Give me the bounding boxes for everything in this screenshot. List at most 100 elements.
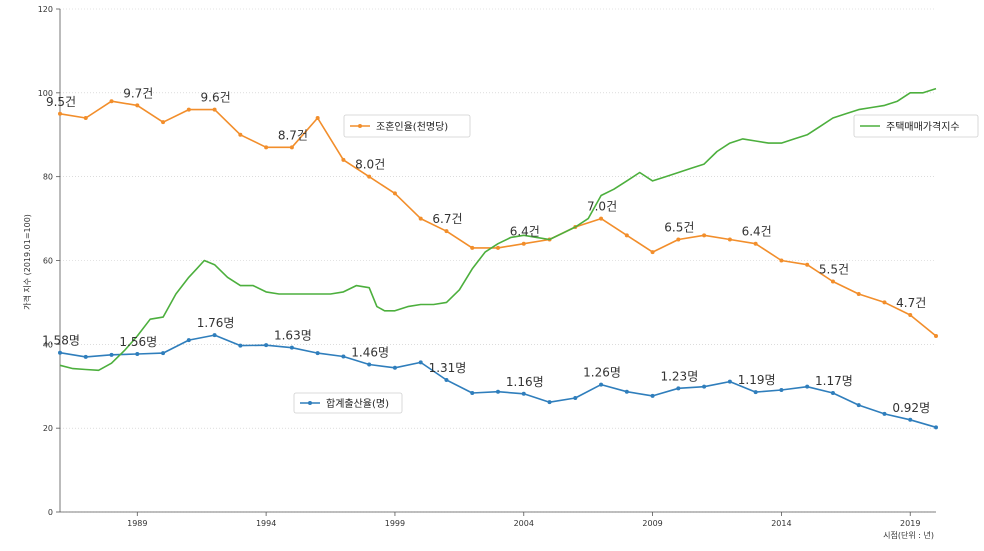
legend-box: 합계출산율(명) [293,392,403,414]
data-point [315,115,320,120]
data-point [470,390,475,395]
data-point [444,229,449,234]
data-point [805,384,810,389]
y-tick-label: 40 [43,340,53,349]
data-point [934,333,938,338]
data-point [264,343,269,348]
data-point [109,99,114,104]
data-point [934,425,938,430]
data-point [58,111,62,116]
data-point [856,292,861,297]
y-tick-label: 120 [38,5,53,14]
data-label: 1.56명 [119,335,157,349]
data-point [830,279,835,284]
legend-marker [308,401,312,405]
data-point [444,377,449,382]
data-point [315,351,320,356]
data-point [109,352,114,357]
data-label: 9.7건 [123,86,153,100]
y-tick-label: 60 [43,257,53,266]
data-point [856,403,861,408]
data-label: 1.23명 [660,369,698,383]
data-point [58,350,62,355]
legend-marker [358,124,362,128]
data-point [908,312,913,317]
x-tick-label: 1999 [385,519,405,528]
data-label: 5.5건 [819,262,849,276]
y-axis-label: 가격 지수 (2019.01=100) [22,214,32,310]
data-label: 1.58명 [42,334,80,348]
data-point [83,115,88,120]
legend-box: 조혼인율(천명당) [343,114,471,138]
data-point [392,365,397,370]
series-line-1 [59,334,937,429]
data-point [882,411,887,416]
legend-label: 주택매매가격지수 [886,120,960,133]
data-point [650,393,655,398]
data-label: 7.0건 [587,200,617,214]
legend-frame [343,114,471,138]
data-label: 6.4건 [742,225,772,239]
data-point [289,145,294,150]
data-point [882,300,887,305]
legend-frame [293,392,403,414]
data-label: 8.0건 [355,158,385,172]
data-label: 1.19명 [738,373,776,387]
x-tick-label: 2019 [900,519,920,528]
x-tick-label: 2009 [642,519,662,528]
data-point [779,258,784,263]
data-point [650,250,655,255]
data-point [702,233,707,238]
data-label: 1.16명 [506,375,544,389]
data-point [289,345,294,350]
x-axis-label: 시점(단위 : 년) [883,530,934,540]
data-label: 1.63명 [274,329,312,343]
data-label: 1.76명 [197,316,235,330]
data-point [573,395,578,400]
legend-label: 합계출산율(명) [326,398,389,410]
data-label: 1.17명 [815,374,853,388]
x-tick-label: 2014 [771,519,791,528]
data-point [161,120,166,125]
grid-lines [60,8,936,513]
y-tick-label: 80 [43,173,53,182]
data-point [341,157,346,162]
data-label: 9.6건 [201,91,231,105]
data-point [599,216,604,221]
data-point [392,191,397,196]
data-label: 0.92명 [892,401,930,415]
legend-box: 주택매매가격지수 [853,114,979,138]
data-point [212,107,217,112]
data-point [676,237,681,242]
data-point [521,241,526,246]
x-tick-label: 1994 [256,519,276,528]
data-label: 1.46명 [351,345,389,359]
data-point [367,362,372,367]
data-point [779,388,784,393]
data-point [753,390,758,395]
data-point [161,351,166,356]
series-line-2 [59,87,937,372]
legend-frame [853,114,979,138]
data-point [624,389,629,394]
axes: 0 20 40 60 80 100 120 1989 1994 1999 2004 2009 2014 2… [38,5,936,528]
data-point [186,107,191,112]
data-point [624,233,629,238]
data-point [521,391,526,396]
data-label: 1.26명 [583,366,621,380]
data-point [238,132,243,137]
data-point [908,417,913,422]
data-point [238,343,243,348]
data-point [496,389,500,394]
y-tick-label: 20 [43,424,53,433]
data-point [341,354,346,359]
data-point [676,386,681,391]
data-point [830,390,835,395]
data-label: 8.7건 [278,128,308,142]
y-tick-label: 0 [48,508,53,517]
data-label: 1.31명 [429,361,467,375]
data-point [212,333,217,338]
data-point [135,103,140,108]
